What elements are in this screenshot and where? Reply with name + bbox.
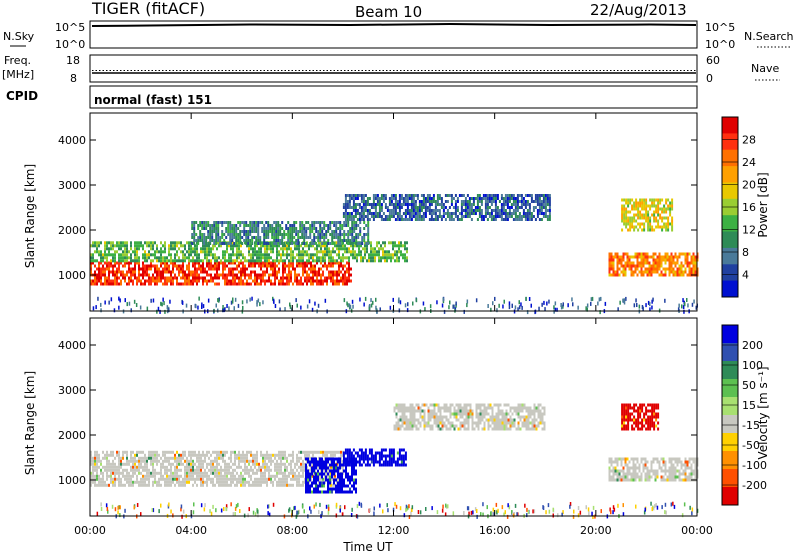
nsky-tick-bottom: 10^0 <box>55 38 85 51</box>
y-tick-label: 1000 <box>58 474 86 487</box>
x-tick-label: 20:00 <box>580 524 612 537</box>
velocity-colorbar: 200 100 50 15 -15 -50 -100 -200 <box>721 324 767 506</box>
colorbar-tick-label: 100 <box>742 359 763 372</box>
cpid-value: normal (fast) 151 <box>94 93 212 107</box>
colorbar-tick-label: 24 <box>742 156 756 169</box>
colorbar-swatch <box>722 166 738 183</box>
colorbar-tick-label: 28 <box>742 134 756 147</box>
colorbar-tick-label: -50 <box>742 439 760 452</box>
colorbar-swatch <box>722 247 738 265</box>
x-tick-label: 00:00 <box>681 524 713 537</box>
colorbar-swatch <box>722 264 738 282</box>
colorbar-tick-label: 8 <box>742 246 749 259</box>
echo-region <box>608 457 699 482</box>
colorbar-swatch <box>722 487 738 506</box>
freq-label: Freq. <box>4 54 31 67</box>
freq-unit: [MHz] <box>2 68 34 81</box>
power-colorbar-label: Power [dB] <box>756 172 770 237</box>
x-tick-label: 08:00 <box>276 524 308 537</box>
x-tick-label: 16:00 <box>479 524 511 537</box>
x-tick-label: 12:00 <box>378 524 410 537</box>
colorbar-tick-label: -200 <box>742 479 767 492</box>
y-tick-label: 1000 <box>58 269 86 282</box>
colorbar-swatch <box>722 149 738 167</box>
nsearch-label: N.Search <box>744 30 794 43</box>
freq-tick-bottom: 8 <box>70 72 77 85</box>
echo-region <box>305 457 357 494</box>
y-tick-label: 2000 <box>58 429 86 442</box>
colorbar-swatch <box>722 343 738 362</box>
nave-tick-bottom: 0 <box>706 72 713 85</box>
echo-region <box>621 198 674 232</box>
colorbar-swatch <box>722 379 738 398</box>
colorbar-tick-label: -100 <box>742 459 767 472</box>
nsky-trace <box>91 22 697 27</box>
power-ylabel: Slant Range [km] <box>23 164 37 268</box>
colorbar-swatch <box>722 451 738 470</box>
y-tick-label: 4000 <box>58 134 86 147</box>
y-tick-label: 3000 <box>58 179 86 192</box>
colorbar-swatch <box>722 231 738 249</box>
colorbar-swatch <box>722 469 738 488</box>
colorbar-tick-label: 4 <box>742 269 749 282</box>
nsearch-tick-bottom: 10^0 <box>705 38 735 51</box>
colorbar-swatch <box>722 280 738 298</box>
date-label: 22/Aug/2013 <box>590 1 687 19</box>
echo-region <box>621 403 660 431</box>
colorbar-tick-label: 20 <box>742 179 756 192</box>
cpid-label: CPID <box>6 89 38 103</box>
colorbar-tick-label: -15 <box>742 419 760 432</box>
colorbar-swatch <box>722 325 738 344</box>
colorbar-tick-label: 12 <box>742 224 756 237</box>
echo-region <box>393 403 546 431</box>
colorbar-swatch <box>722 117 738 134</box>
freq-tick-top: 18 <box>66 54 80 67</box>
x-axis-title: Time UT <box>342 540 393 554</box>
echo-region <box>608 252 699 277</box>
y-tick-label: 3000 <box>58 384 86 397</box>
x-tick-label: 04:00 <box>175 524 207 537</box>
nave-tick-top: 60 <box>706 54 720 67</box>
freq-strip: Freq. [MHz] 18 8 60 0 Nave <box>2 54 780 85</box>
colorbar-swatch <box>722 433 738 452</box>
ground-scatter-speckle <box>96 501 699 519</box>
nsky-tick-top: 10^5 <box>55 21 85 34</box>
colorbar-tick-label: 15 <box>742 399 756 412</box>
y-tick-label: 4000 <box>58 339 86 352</box>
power-panel: 4000 3000 2000 1000 <box>58 112 699 315</box>
site-title: TIGER (fitACF) <box>91 0 205 18</box>
power-colorbar: 28 24 20 16 12 8 4 <box>721 116 756 298</box>
echo-region <box>90 261 352 286</box>
echo-region <box>342 448 407 467</box>
beam-label: Beam 10 <box>355 3 422 21</box>
echo-region <box>342 194 551 221</box>
echo-region <box>191 221 370 245</box>
colorbar-tick-label: 16 <box>742 201 756 214</box>
colorbar-tick-label: 50 <box>742 379 756 392</box>
velocity-colorbar-label: Velocity [m s⁻¹] <box>756 366 770 459</box>
velocity-ylabel: Slant Range [km] <box>23 371 37 475</box>
nsky-label: N.Sky <box>3 30 35 43</box>
colorbar-swatch <box>722 397 738 416</box>
colorbar-swatch <box>722 133 738 151</box>
colorbar-swatch <box>722 182 738 200</box>
velocity-panel: 4000 3000 2000 1000 00:00 04:00 08:00 12:00 16:0… <box>58 317 713 537</box>
nave-label: Nave <box>751 62 779 75</box>
y-tick-label: 2000 <box>58 224 86 237</box>
colorbar-swatch <box>722 361 738 380</box>
colorbar-swatch <box>722 215 738 233</box>
x-tick-label: 00:00 <box>74 524 106 537</box>
colorbar-tick-label: 200 <box>742 339 763 352</box>
colorbar-swatch <box>722 415 738 434</box>
nsky-strip: N.Sky 10^5 10^0 10^5 10^0 N.Search <box>3 20 794 51</box>
nsearch-tick-top: 10^5 <box>705 21 735 34</box>
